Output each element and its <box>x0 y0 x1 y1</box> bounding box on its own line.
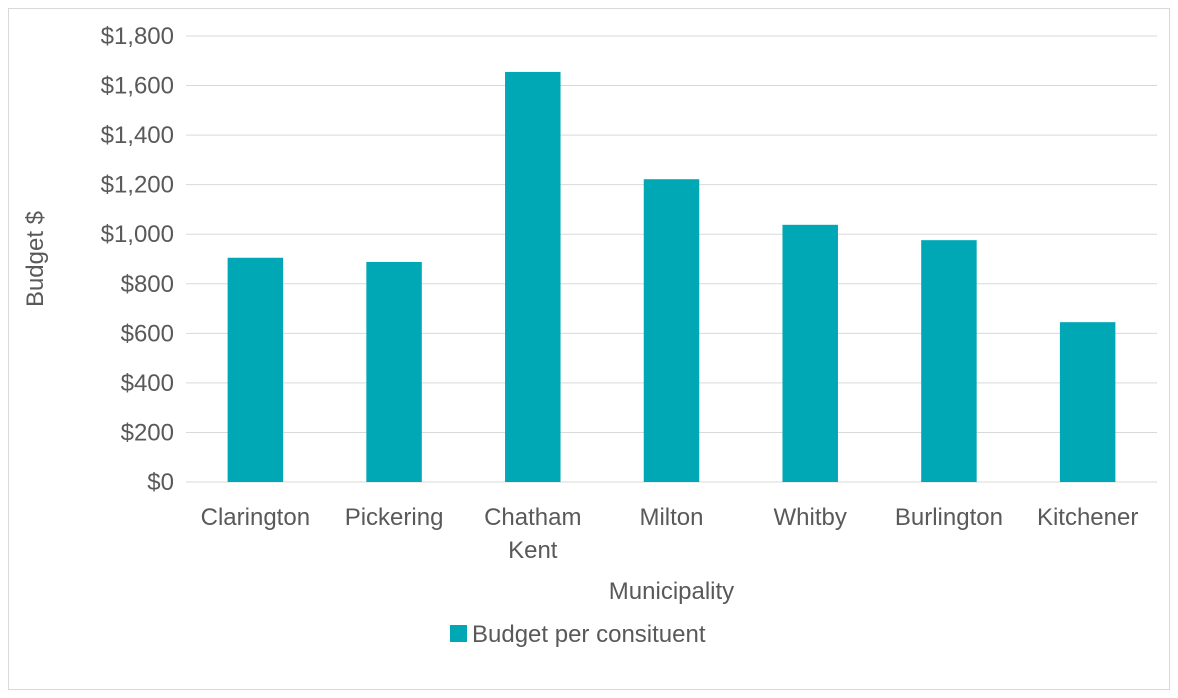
y-tick-label: $1,400 <box>101 122 174 149</box>
y-tick-label: $1,000 <box>101 221 174 248</box>
x-tick-label: Burlington <box>895 504 1003 531</box>
bar-clarington <box>227 257 284 482</box>
x-tick-label: Clarington <box>201 504 310 531</box>
legend-swatch <box>450 625 467 642</box>
y-tick-label: $1,800 <box>101 23 174 50</box>
bar-kitchener <box>1059 322 1116 482</box>
y-tick-label: $1,600 <box>101 73 174 100</box>
x-tick-label: Chatham Kent <box>484 504 581 564</box>
y-tick-label: $600 <box>121 320 174 347</box>
x-tick-label: Kitchener <box>1037 504 1138 531</box>
x-tick-label: Whitby <box>774 504 847 531</box>
y-tick-label: $1,200 <box>101 172 174 199</box>
y-tick-label: $400 <box>121 370 174 397</box>
bars <box>227 71 1116 482</box>
bar-burlington <box>921 240 977 482</box>
bar-chart: $0 $200 $400 $600 $800 $1,000 $1,200 $1,400 $1,6… <box>22 23 1157 648</box>
y-tick-label: $200 <box>121 419 174 446</box>
y-tick-label: $0 <box>147 469 174 496</box>
bar-milton <box>643 179 700 482</box>
x-tick-label: Pickering <box>345 504 444 531</box>
bar-chatham-kent <box>505 71 561 482</box>
x-axis-tick-labels: Clarington Pickering Chatham Kent Milton Whit… <box>201 504 1139 564</box>
legend-label: Budget per consituent <box>472 621 706 648</box>
x-axis-title: Municipality <box>609 578 734 605</box>
bar-pickering <box>366 261 422 482</box>
legend: Budget per consituent <box>450 621 706 648</box>
y-axis-title: Budget $ <box>22 211 49 307</box>
bar-whitby <box>782 224 838 482</box>
y-tick-label: $800 <box>121 271 174 298</box>
y-axis-tick-labels: $0 $200 $400 $600 $800 $1,000 $1,200 $1,400 $1,6… <box>101 23 174 496</box>
x-tick-label: Milton <box>639 504 703 531</box>
chart-area: $0 $200 $400 $600 $800 $1,000 $1,200 $1,400 $1,6… <box>8 8 1170 690</box>
